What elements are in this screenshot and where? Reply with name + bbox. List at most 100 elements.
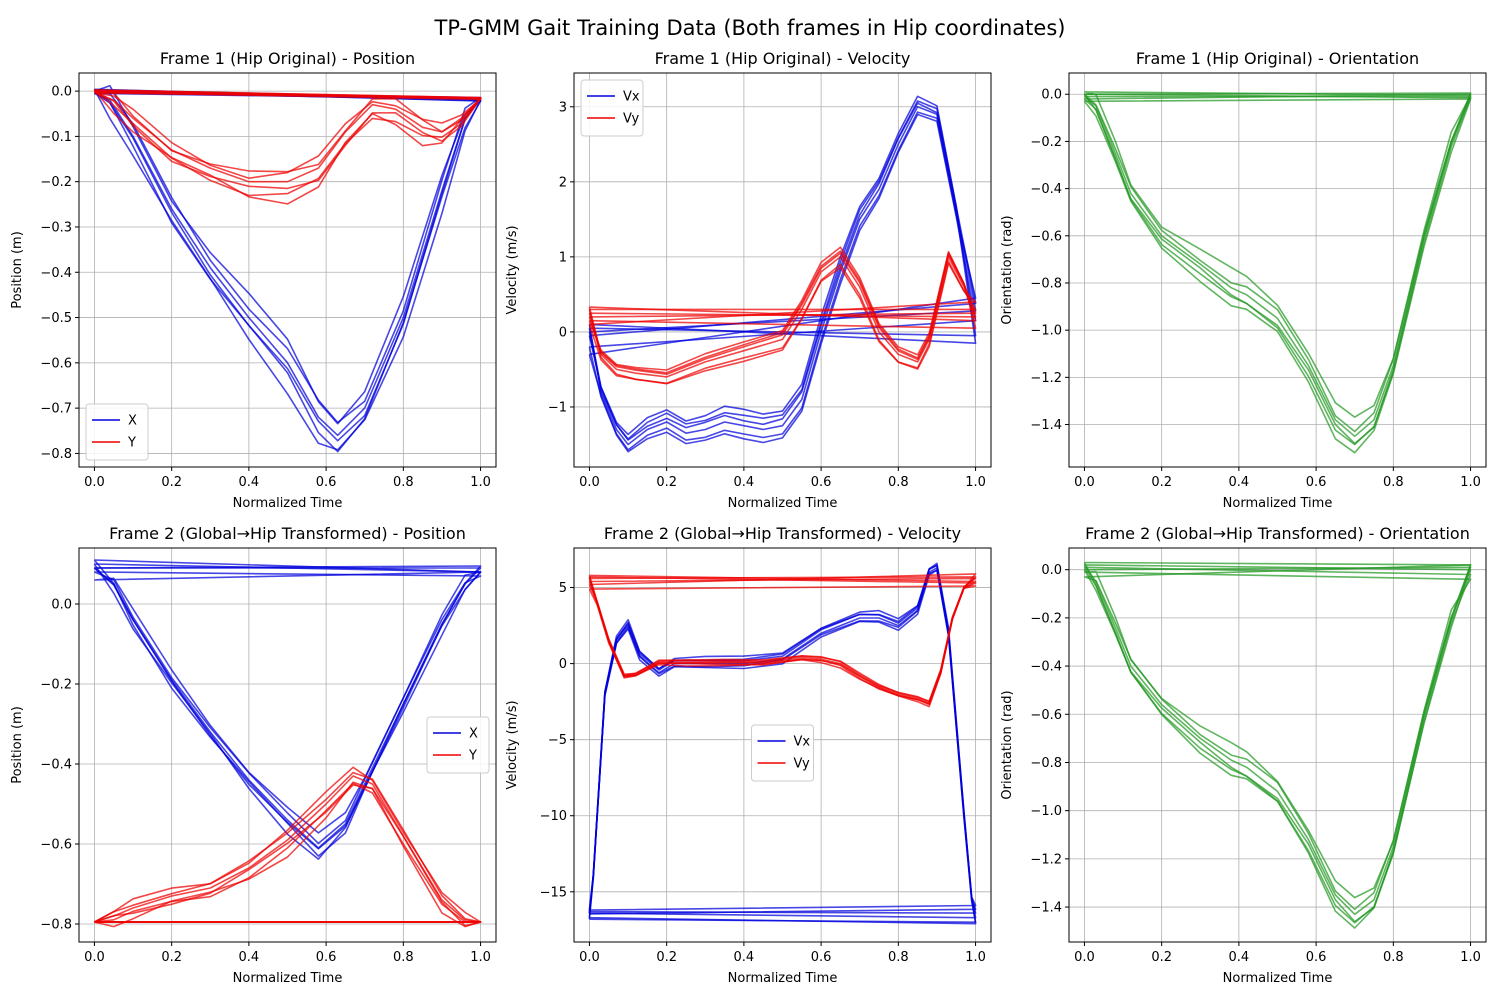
series-line (94, 571, 482, 834)
y-tick-label: −0.2 (1030, 135, 1062, 150)
axes-frame (78, 72, 497, 468)
series-line (588, 577, 977, 703)
subplot-2: 0.0 0.2 0.4 0.6 0.8 1.0 −1 0 1 2 3 Frame 1 (Hip Ori… (505, 49, 992, 511)
y-tick-label: 5 (559, 581, 567, 596)
x-tick-label: 0.8 (888, 475, 909, 490)
series-line (93, 92, 482, 442)
y-axis-label: Position (m) (10, 231, 25, 309)
legend-label: Vy (623, 112, 640, 127)
x-tick-label: 1.0 (1460, 950, 1481, 965)
series-line (588, 573, 977, 706)
subplot-title: Frame 2 (Global→Hip Transformed) - Posit… (109, 524, 466, 543)
series-line (1083, 95, 1472, 438)
y-tick-label: −0.1 (40, 130, 72, 145)
series-line (588, 102, 977, 441)
x-tick-label: 0.2 (161, 950, 182, 965)
x-tick-label: 0.6 (316, 950, 337, 965)
series-line (588, 576, 977, 704)
subplot-title: Frame 2 (Global→Hip Transformed) - Orien… (1085, 524, 1470, 543)
y-tick-label: −0.7 (40, 402, 72, 417)
x-tick-label: 0.2 (1151, 950, 1172, 965)
x-tick-label: 0.2 (161, 475, 182, 490)
y-tick-label: 2 (559, 175, 567, 190)
series-line (1084, 570, 1472, 899)
axes-frame (1068, 72, 1487, 468)
subplot-4: 0.0 0.2 0.4 0.6 0.8 1.0 0.0 −0.2 −0.4 −0.6 −0.8 Fra… (10, 524, 497, 986)
x-tick-label: 1.0 (965, 950, 986, 965)
legend-label: Y (468, 749, 477, 764)
x-tick-label: 0.4 (734, 475, 755, 490)
y-tick-label: −1.2 (1030, 371, 1062, 386)
x-tick-label: 0.0 (579, 950, 600, 965)
y-tick-label: −0.6 (1030, 708, 1062, 723)
series-line (1083, 566, 1472, 924)
series-line (94, 766, 482, 923)
series-vy (588, 573, 977, 708)
series-vy (588, 246, 977, 385)
y-tick-label: −0.4 (40, 758, 72, 773)
legend-box (85, 403, 149, 461)
x-axis-label: Normalized Time (1223, 496, 1333, 511)
y-tick-label: −0.4 (40, 266, 72, 281)
legend: XY (426, 716, 490, 774)
y-axis-label: Orientation (rad) (1000, 215, 1015, 324)
x-tick-label: 0.8 (888, 950, 909, 965)
series-line (588, 574, 977, 702)
y-tick-label: −0.8 (1030, 756, 1062, 771)
x-tick-label: 0.0 (1074, 475, 1095, 490)
x-tick-label: 0.2 (656, 475, 677, 490)
y-tick-label: −0.2 (40, 678, 72, 693)
series-value (1083, 91, 1472, 454)
series-line (588, 111, 977, 451)
y-tick-label: −0.8 (40, 918, 72, 933)
series-line (93, 88, 482, 451)
legend-box (426, 716, 490, 774)
series-line (1084, 564, 1472, 911)
y-tick-label: −1.2 (1030, 852, 1062, 867)
axes-frame (78, 547, 497, 943)
legend-label: Vx (794, 735, 811, 750)
series-line (1083, 566, 1472, 929)
series-line (93, 89, 482, 197)
subplot-3: 0.0 0.2 0.4 0.6 0.8 1.0 0.0 −0.2 −0.4 −0.6 −0.8 −1.… (1000, 49, 1487, 511)
series-line (94, 781, 482, 928)
series-line (588, 106, 977, 446)
y-tick-label: −1.4 (1030, 901, 1062, 916)
y-tick-label: −1.0 (1030, 804, 1062, 819)
legend-label: Vy (794, 757, 811, 772)
series-line (93, 563, 482, 860)
y-tick-label: −15 (540, 885, 567, 900)
x-tick-label: 0.4 (734, 950, 755, 965)
series-line (93, 565, 482, 850)
legend: XY (85, 403, 149, 461)
y-tick-label: −0.4 (1030, 660, 1062, 675)
x-tick-label: 0.4 (239, 950, 260, 965)
y-tick-label: −0.2 (40, 175, 72, 190)
x-axis-label: Normalized Time (728, 496, 838, 511)
series-line (588, 95, 977, 436)
subplot-title: Frame 1 (Hip Original) - Position (160, 49, 415, 68)
x-tick-label: 1.0 (1460, 475, 1481, 490)
x-tick-label: 0.6 (811, 950, 832, 965)
subplot-6: 0.0 0.2 0.4 0.6 0.8 1.0 0.0 −0.2 −0.4 −0.6 −0.8 −1.… (1000, 524, 1487, 986)
series-line (588, 564, 977, 915)
series-line (94, 782, 482, 923)
x-tick-label: 0.6 (1306, 475, 1327, 490)
x-tick-label: 0.8 (1383, 475, 1404, 490)
x-tick-label: 0.8 (393, 475, 414, 490)
x-tick-label: 0.2 (656, 950, 677, 965)
series-line (94, 90, 482, 173)
series-line (588, 576, 977, 705)
y-axis-label: Velocity (m/s) (505, 700, 520, 789)
x-tick-label: 1.0 (965, 475, 986, 490)
series-vx (588, 562, 977, 925)
x-tick-label: 1.0 (470, 475, 491, 490)
x-tick-label: 0.4 (239, 475, 260, 490)
series-line (94, 771, 482, 923)
series-line (93, 89, 482, 453)
figure-title: TP-GMM Gait Training Data (Both frames i… (434, 16, 1066, 40)
x-tick-label: 0.8 (1383, 950, 1404, 965)
x-tick-label: 0.6 (811, 475, 832, 490)
subplot-title: Frame 1 (Hip Original) - Orientation (1136, 49, 1419, 68)
